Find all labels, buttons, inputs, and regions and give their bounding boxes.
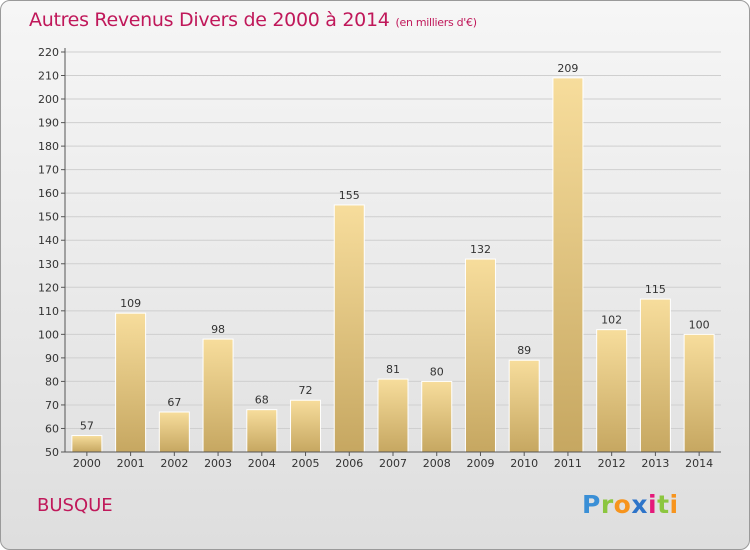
bar — [290, 399, 322, 453]
bar-value-label: 115 — [645, 283, 666, 296]
x-tick-label: 2011 — [554, 457, 582, 470]
y-tick-label: 70 — [45, 399, 59, 412]
x-tick-label: 2010 — [510, 457, 538, 470]
bar-value-label: 57 — [80, 420, 94, 433]
bar — [202, 338, 234, 453]
bar-value-label: 209 — [557, 62, 578, 75]
bar-value-label: 67 — [167, 396, 181, 409]
y-tick-label: 140 — [38, 234, 59, 247]
y-tick-label: 160 — [38, 187, 59, 200]
bar-value-label: 81 — [386, 363, 400, 376]
bar — [158, 411, 190, 453]
y-tick-label: 100 — [38, 328, 59, 341]
x-tick-label: 2013 — [641, 457, 669, 470]
x-tick-label: 2009 — [466, 457, 494, 470]
bar-value-label: 98 — [211, 323, 225, 336]
y-tick-label: 200 — [38, 93, 59, 106]
y-tick-label: 120 — [38, 281, 59, 294]
bar — [333, 204, 365, 453]
bar — [596, 329, 628, 453]
y-tick-label: 60 — [45, 422, 59, 435]
y-tick-label: 220 — [38, 46, 59, 59]
chart-subtitle: (en milliers d'€) — [395, 16, 477, 29]
y-tick-label: 110 — [38, 305, 59, 318]
bars: 57 109 67 98 68 72 155 81 80 132 89 209 102 115 100 — [71, 62, 715, 453]
chart-title: Autres Revenus Divers de 2000 à 2014 (en … — [29, 9, 477, 31]
axes: 50 60 70 80 90 100 110 120 130 140 150 160 170 180 190… — [38, 46, 721, 470]
x-tick-label: 2004 — [248, 457, 276, 470]
bar — [683, 333, 715, 453]
bar — [71, 435, 103, 453]
bar-value-label: 155 — [339, 189, 360, 202]
y-tick-label: 210 — [38, 70, 59, 83]
y-tick-label: 80 — [45, 375, 59, 388]
bar-value-label: 89 — [517, 344, 531, 357]
proxiti-logo[interactable]: Proxiti — [582, 490, 679, 519]
bar-value-label: 109 — [120, 297, 141, 310]
y-tick-label: 170 — [38, 164, 59, 177]
bar-value-label: 80 — [430, 365, 444, 378]
bar-value-label: 102 — [601, 314, 622, 327]
bar — [421, 380, 453, 453]
y-tick-label: 130 — [38, 258, 59, 271]
bar — [552, 77, 584, 453]
y-tick-label: 190 — [38, 117, 59, 130]
x-tick-label: 2003 — [204, 457, 232, 470]
bar-value-label: 100 — [689, 318, 710, 331]
x-tick-label: 2005 — [292, 457, 320, 470]
x-tick-label: 2008 — [423, 457, 451, 470]
commune-name: BUSQUE — [37, 495, 113, 516]
bar — [464, 258, 496, 453]
x-tick-label: 2000 — [73, 457, 101, 470]
x-tick-label: 2006 — [335, 457, 363, 470]
bar — [639, 298, 671, 453]
bar-value-label: 68 — [255, 394, 269, 407]
bar — [115, 312, 147, 453]
y-tick-label: 50 — [45, 446, 59, 459]
x-tick-label: 2001 — [117, 457, 145, 470]
bar-value-label: 132 — [470, 243, 491, 256]
chart-title-text: Autres Revenus Divers de 2000 à 2014 — [29, 9, 390, 31]
bar-value-label: 72 — [299, 384, 313, 397]
bar — [508, 359, 540, 453]
y-tick-label: 150 — [38, 211, 59, 224]
bar — [377, 378, 409, 453]
bar — [246, 409, 278, 453]
y-tick-label: 180 — [38, 140, 59, 153]
x-tick-label: 2002 — [160, 457, 188, 470]
x-tick-label: 2014 — [685, 457, 713, 470]
x-tick-label: 2007 — [379, 457, 407, 470]
x-tick-label: 2012 — [598, 457, 626, 470]
y-tick-label: 90 — [45, 352, 59, 365]
